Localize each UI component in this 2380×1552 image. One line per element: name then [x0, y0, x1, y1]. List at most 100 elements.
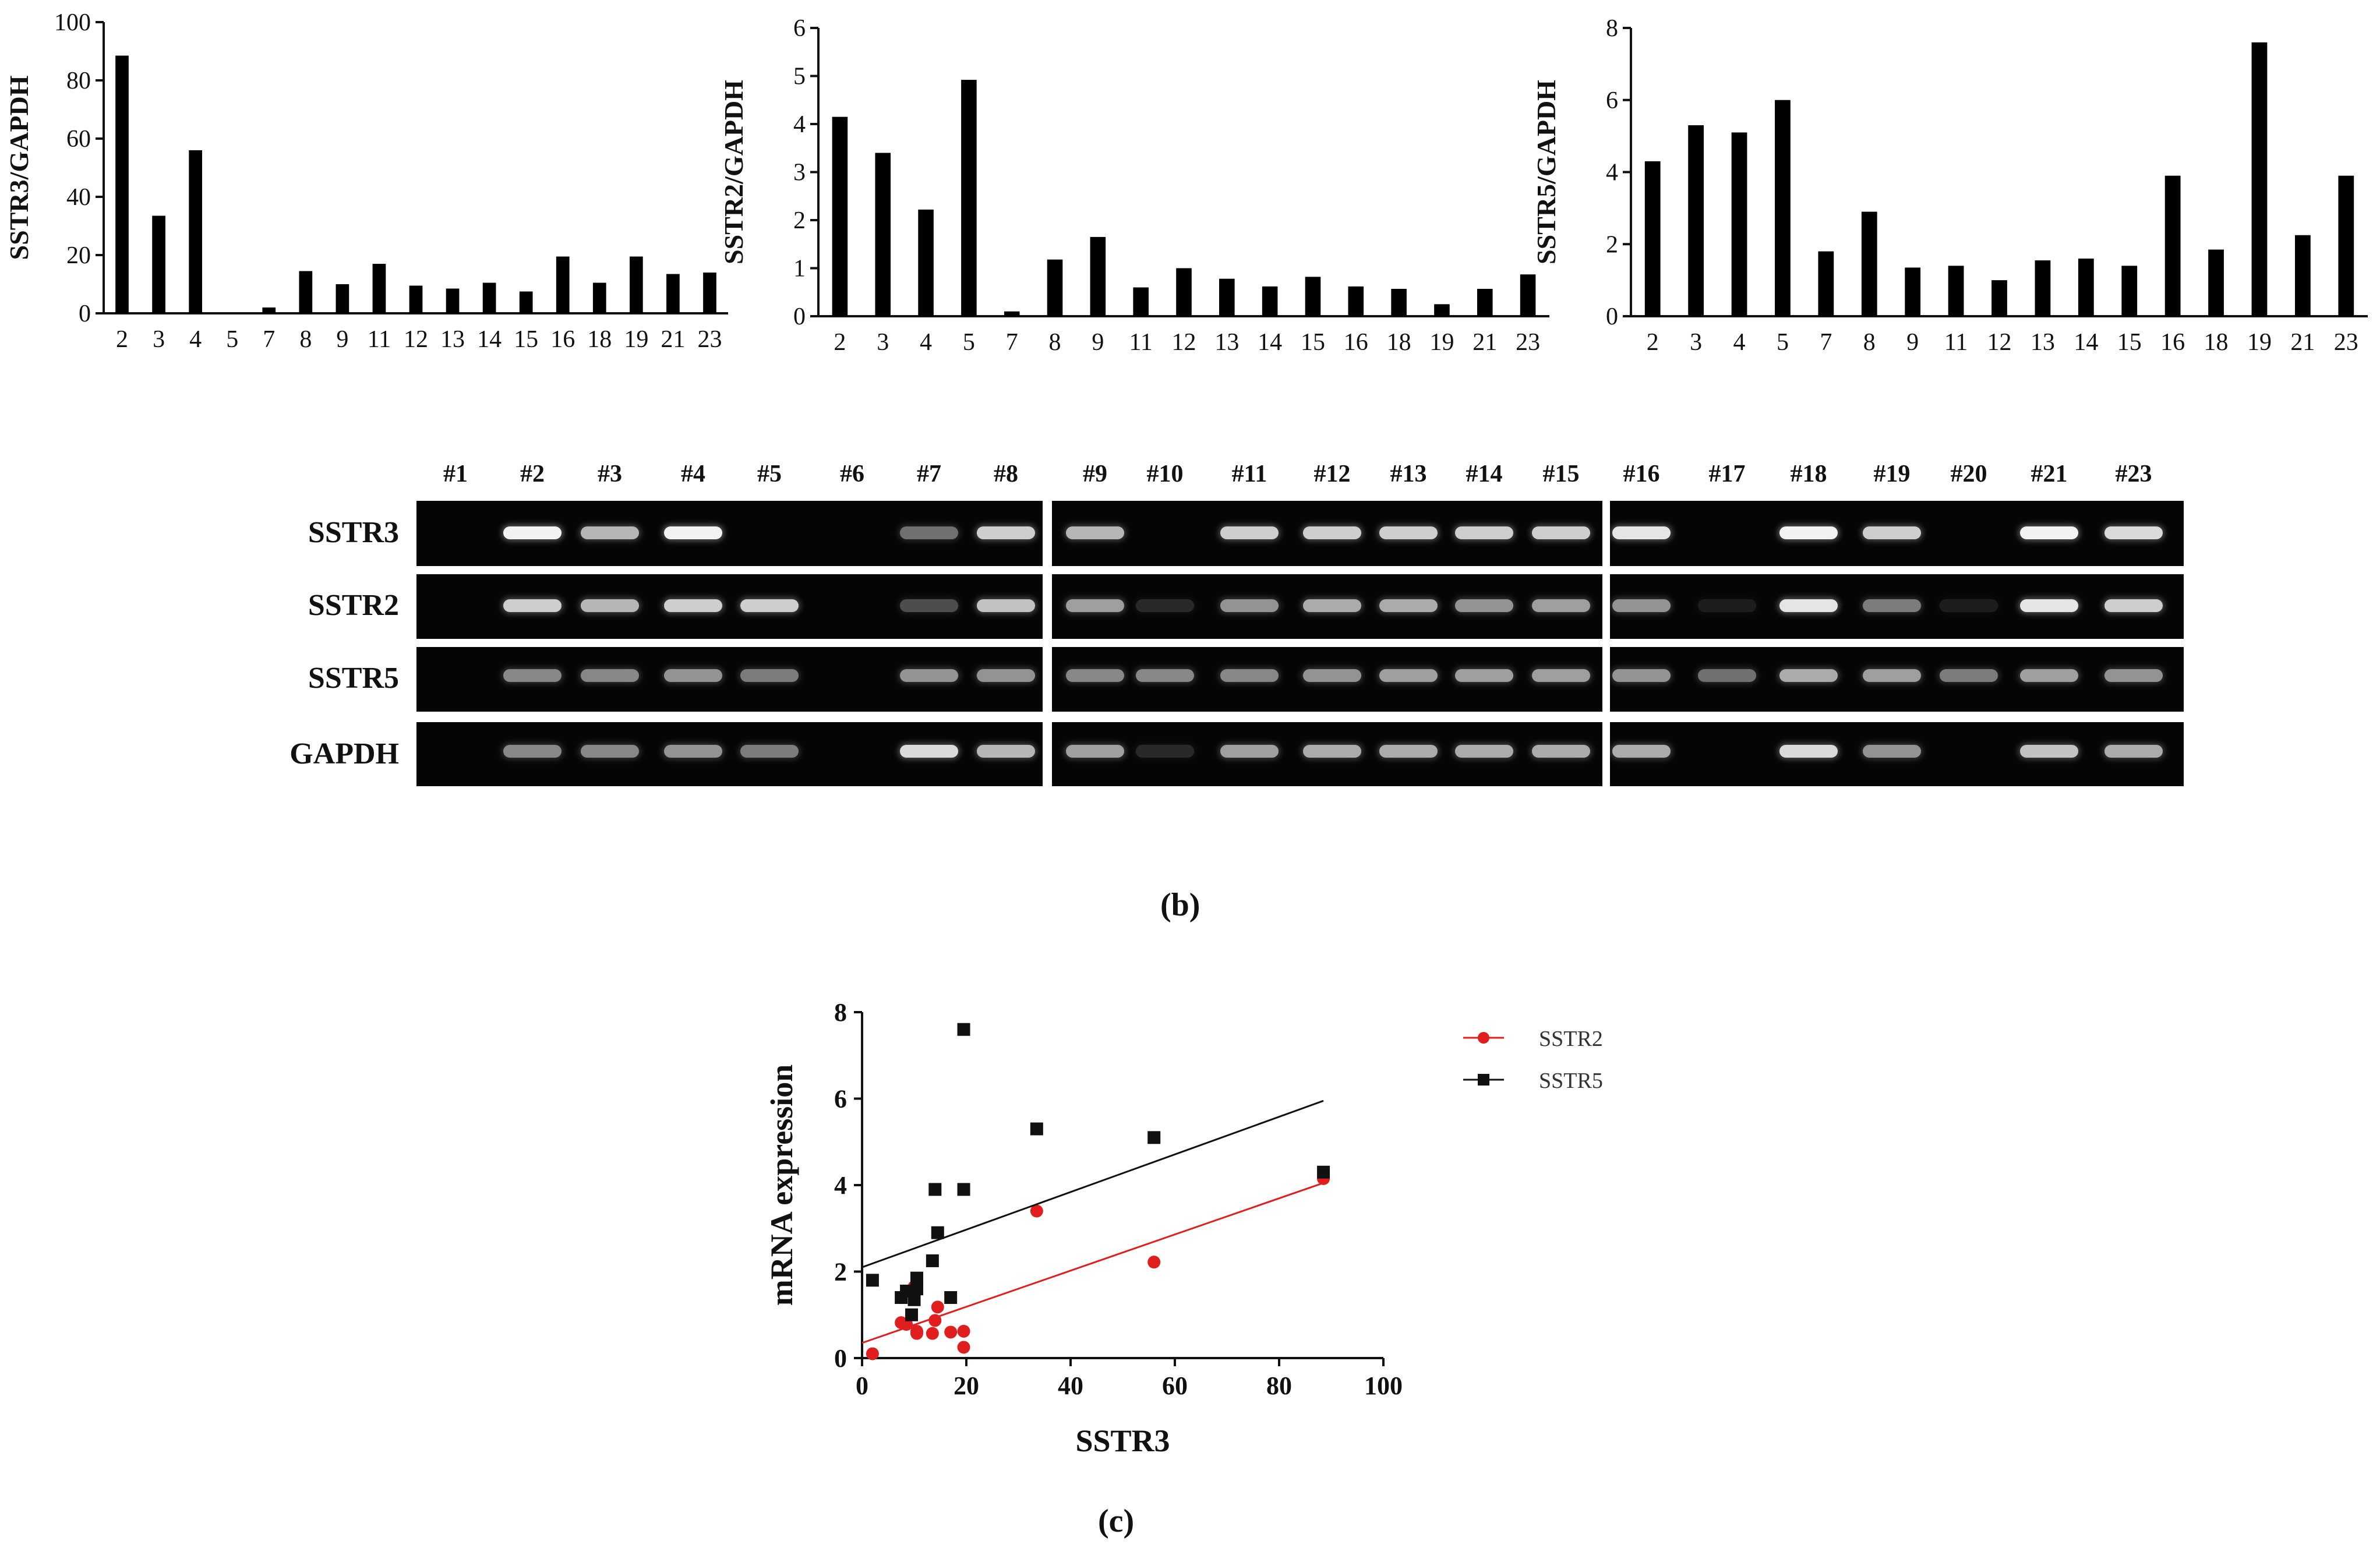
gel-band: [2104, 745, 2163, 758]
bar: [299, 271, 313, 313]
lane-label: #20: [1950, 461, 1987, 487]
data-point-sstr5: [928, 1183, 942, 1196]
gel-band: [1136, 669, 1194, 682]
lane-label: #1: [443, 461, 468, 487]
x-tick-label: 4: [920, 329, 932, 356]
data-point-sstr2: [1317, 1172, 1330, 1185]
x-tick-label: 40: [1058, 1371, 1083, 1400]
gel-band: [581, 669, 639, 682]
x-tick-label: 0: [856, 1371, 868, 1400]
gel-band: [1066, 599, 1124, 612]
x-tick-label: 2: [116, 326, 128, 353]
bar: [1991, 280, 2007, 316]
gel-row-label-sstr3: SSTR3: [308, 516, 399, 549]
y-tick-label: 0: [79, 300, 91, 327]
lane-label: #11: [1231, 461, 1267, 487]
x-tick-label: 19: [2247, 329, 2272, 356]
bar: [1047, 259, 1063, 316]
bar: [832, 116, 848, 316]
data-point-sstr2: [1147, 1256, 1161, 1269]
bar: [189, 150, 202, 313]
lane-label: #10: [1146, 461, 1184, 487]
gel-band: [1303, 669, 1361, 682]
gel-band: [1532, 669, 1590, 682]
x-tick-label: 9: [1906, 329, 1919, 356]
y-tick-label: 8: [1606, 15, 1618, 42]
bar: [961, 80, 977, 316]
bar: [1731, 132, 1747, 316]
lane-label: #2: [520, 461, 545, 487]
gel-band: [1455, 745, 1513, 758]
x-tick-label: 4: [1733, 329, 1746, 356]
gel-band: [1379, 599, 1438, 612]
gel-band: [664, 745, 722, 758]
bar: [1520, 274, 1536, 316]
gel-band: [1863, 599, 1921, 612]
bar: [409, 285, 423, 313]
y-axis-label: mRNA expression: [764, 1065, 799, 1306]
x-tick-label: 8: [1863, 329, 1876, 356]
data-point-sstr2: [931, 1300, 944, 1314]
y-tick-label: 5: [793, 63, 806, 90]
y-tick-label: 100: [54, 9, 91, 36]
gel-band: [900, 526, 958, 539]
data-point-sstr2: [866, 1347, 879, 1360]
bar: [1477, 288, 1493, 316]
bar: [2208, 249, 2224, 316]
y-tick-label: 1: [793, 256, 806, 282]
lane-label: #13: [1390, 461, 1427, 487]
lane-label: #18: [1790, 461, 1827, 487]
gel-row-label-gapdh: GAPDH: [289, 737, 399, 770]
gel-band: [977, 599, 1035, 612]
lane-label: #7: [917, 461, 941, 487]
bar: [482, 282, 496, 313]
y-axis-label: SSTR5/GAPDH: [1531, 80, 1561, 264]
gel-band: [664, 526, 722, 539]
y-tick-label: 6: [834, 1085, 847, 1113]
x-tick-label: 20: [954, 1371, 979, 1400]
data-point-sstr5: [931, 1226, 944, 1239]
x-tick-label: 15: [2117, 329, 2142, 356]
y-tick-label: 4: [1606, 160, 1618, 186]
y-tick-label: 6: [1606, 87, 1618, 114]
bar: [1948, 266, 1964, 316]
gel-band: [740, 599, 799, 612]
gel-band: [1612, 745, 1671, 758]
y-tick-label: 60: [66, 126, 91, 153]
y-tick-label: 4: [793, 111, 806, 138]
data-point-sstr2: [905, 1308, 919, 1321]
bar: [1305, 277, 1321, 316]
gel-band: [1303, 745, 1361, 758]
gel-band: [664, 669, 722, 682]
lane-label: #5: [757, 461, 782, 487]
gel-band: [1863, 745, 1921, 758]
bar: [666, 274, 680, 313]
y-tick-label: 80: [66, 68, 91, 94]
x-tick-label: 16: [2160, 329, 2185, 356]
bar: [152, 215, 165, 313]
gel-band: [1779, 599, 1838, 612]
x-tick-label: 16: [1344, 329, 1368, 356]
x-tick-label: 5: [1777, 329, 1789, 356]
trend-line-sstr2: [861, 1182, 1324, 1344]
bar: [1262, 286, 1278, 316]
gel-band: [1455, 669, 1513, 682]
lane-label: #23: [2115, 461, 2152, 487]
x-tick-label: 18: [2204, 329, 2229, 356]
y-tick-label: 6: [793, 15, 806, 42]
legend-label: SSTR2: [1539, 1027, 1603, 1051]
x-tick-label: 3: [1690, 329, 1702, 356]
data-point-sstr2: [957, 1324, 970, 1338]
gel-band: [503, 745, 562, 758]
data-point-sstr2: [926, 1327, 939, 1340]
data-point-sstr2: [895, 1316, 908, 1330]
gel-band: [1066, 526, 1124, 539]
bar: [1176, 268, 1192, 316]
y-tick-label: 20: [66, 242, 91, 269]
panel-label-b: (b): [1160, 887, 1200, 923]
gel-band: [664, 599, 722, 612]
gel-band: [1612, 599, 1671, 612]
x-tick-label: 2: [834, 329, 846, 356]
x-tick-label: 15: [1301, 329, 1325, 356]
